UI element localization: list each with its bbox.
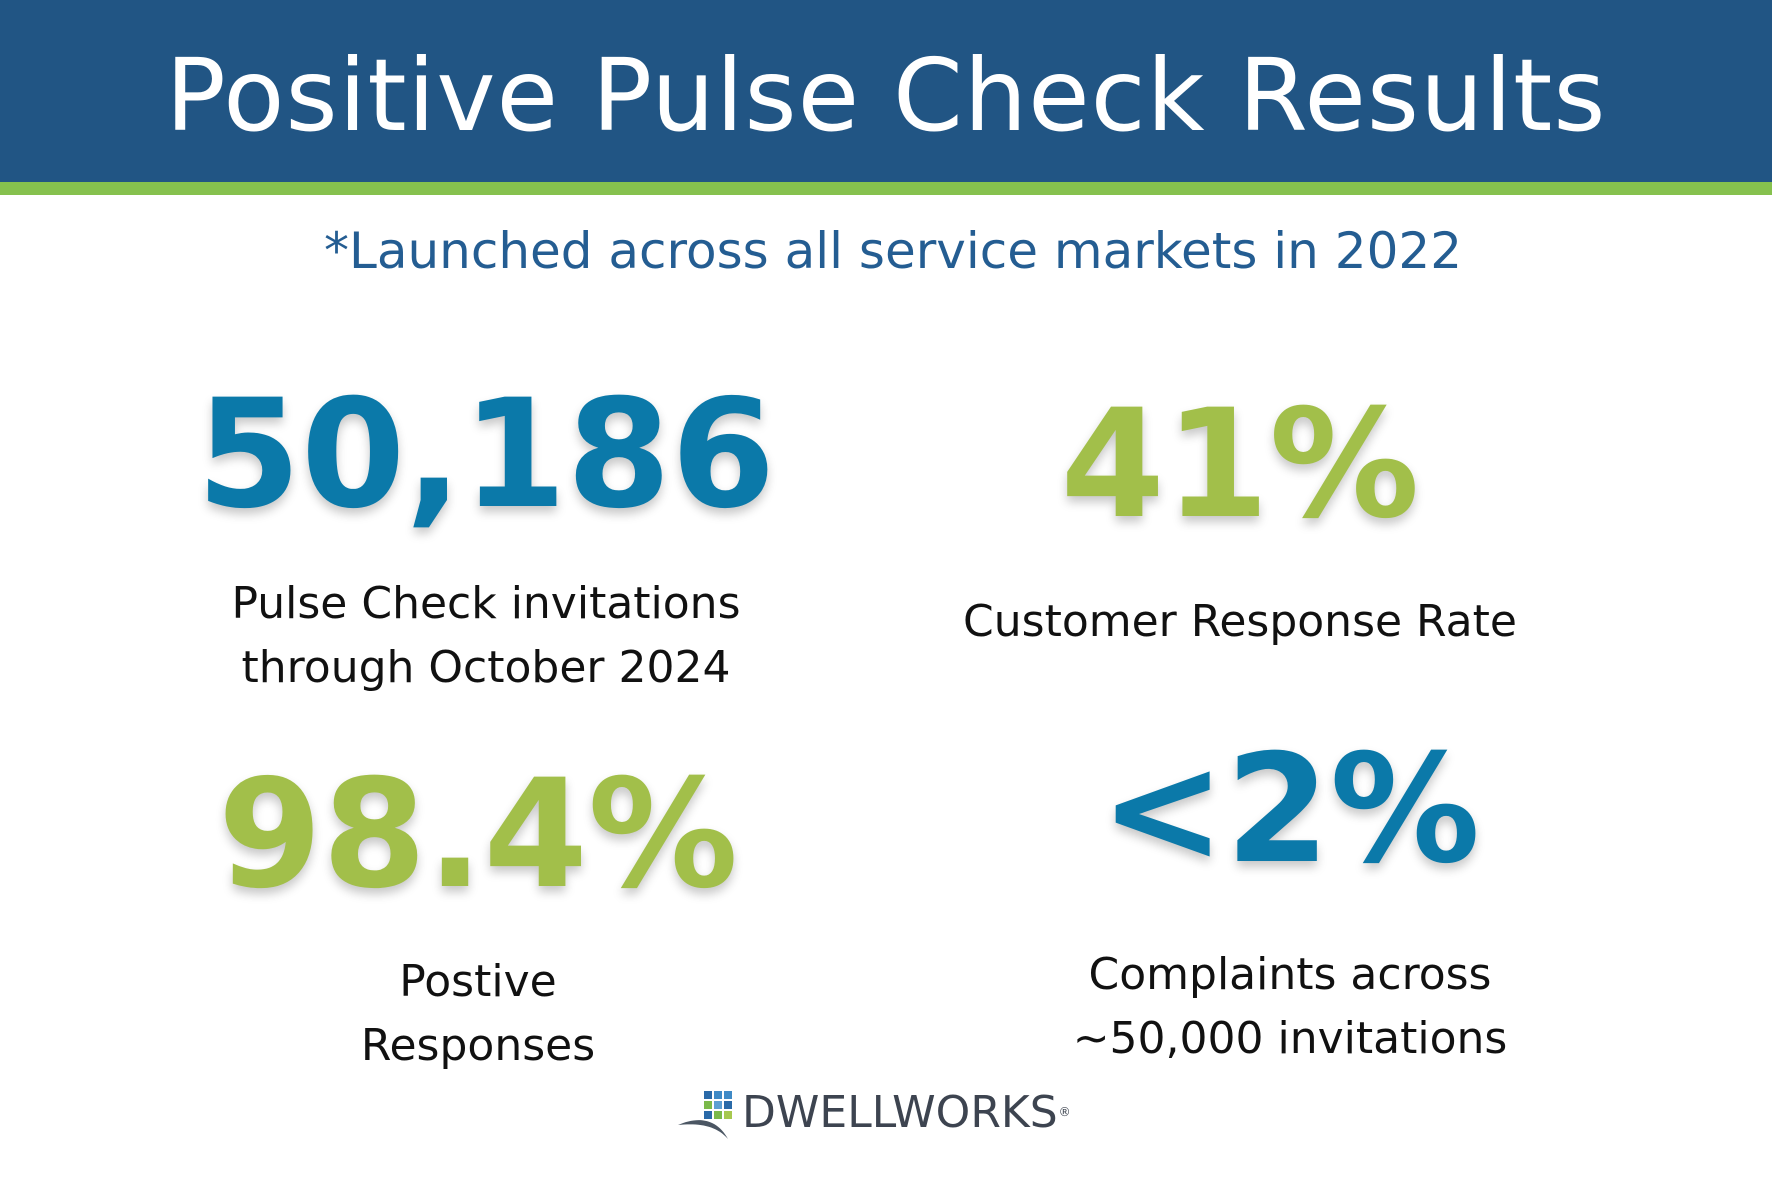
dwellworks-logo: DWELLWORKS ® — [676, 1082, 1071, 1142]
stat-label-line: ~50,000 invitations — [1072, 1013, 1508, 1064]
stat-label: Postive Responses — [68, 950, 888, 1078]
header-accent-stripe — [0, 182, 1772, 195]
stat-value: <2% — [1099, 723, 1481, 897]
stat-label: Pulse Check invitations through October … — [76, 572, 896, 700]
page-title: Positive Pulse Check Results — [165, 36, 1607, 154]
stat-complaints: <2% Complaints across ~50,000 invitation… — [880, 735, 1700, 1071]
stat-label-line: Postive — [399, 956, 557, 1007]
registered-mark: ® — [1058, 1105, 1071, 1119]
header-banner: Positive Pulse Check Results — [0, 0, 1772, 182]
stat-value: 98.4% — [217, 748, 739, 922]
stat-invitations: 50,186 Pulse Check invitations through O… — [76, 380, 896, 700]
stat-label-line: Responses — [360, 1020, 596, 1071]
dwellworks-logo-icon — [678, 1091, 732, 1139]
stat-positive-responses: 98.4% Postive Responses — [68, 760, 888, 1078]
stat-label-line: through October 2024 — [241, 642, 731, 693]
stat-label-line: Customer Response Rate — [963, 596, 1517, 647]
stat-label-line: Pulse Check invitations — [231, 578, 741, 629]
subtitle: *Launched across all service markets in … — [323, 222, 1463, 280]
stat-label-line: Complaints across — [1088, 949, 1492, 1000]
logo-wordmark: DWELLWORKS — [742, 1086, 1058, 1138]
stat-value: 50,186 — [196, 368, 776, 542]
stat-value: 41% — [1060, 378, 1420, 552]
stat-label: Complaints across ~50,000 invitations — [880, 943, 1700, 1071]
stat-label: Customer Response Rate — [830, 590, 1650, 654]
stat-response-rate: 41% Customer Response Rate — [830, 390, 1650, 654]
